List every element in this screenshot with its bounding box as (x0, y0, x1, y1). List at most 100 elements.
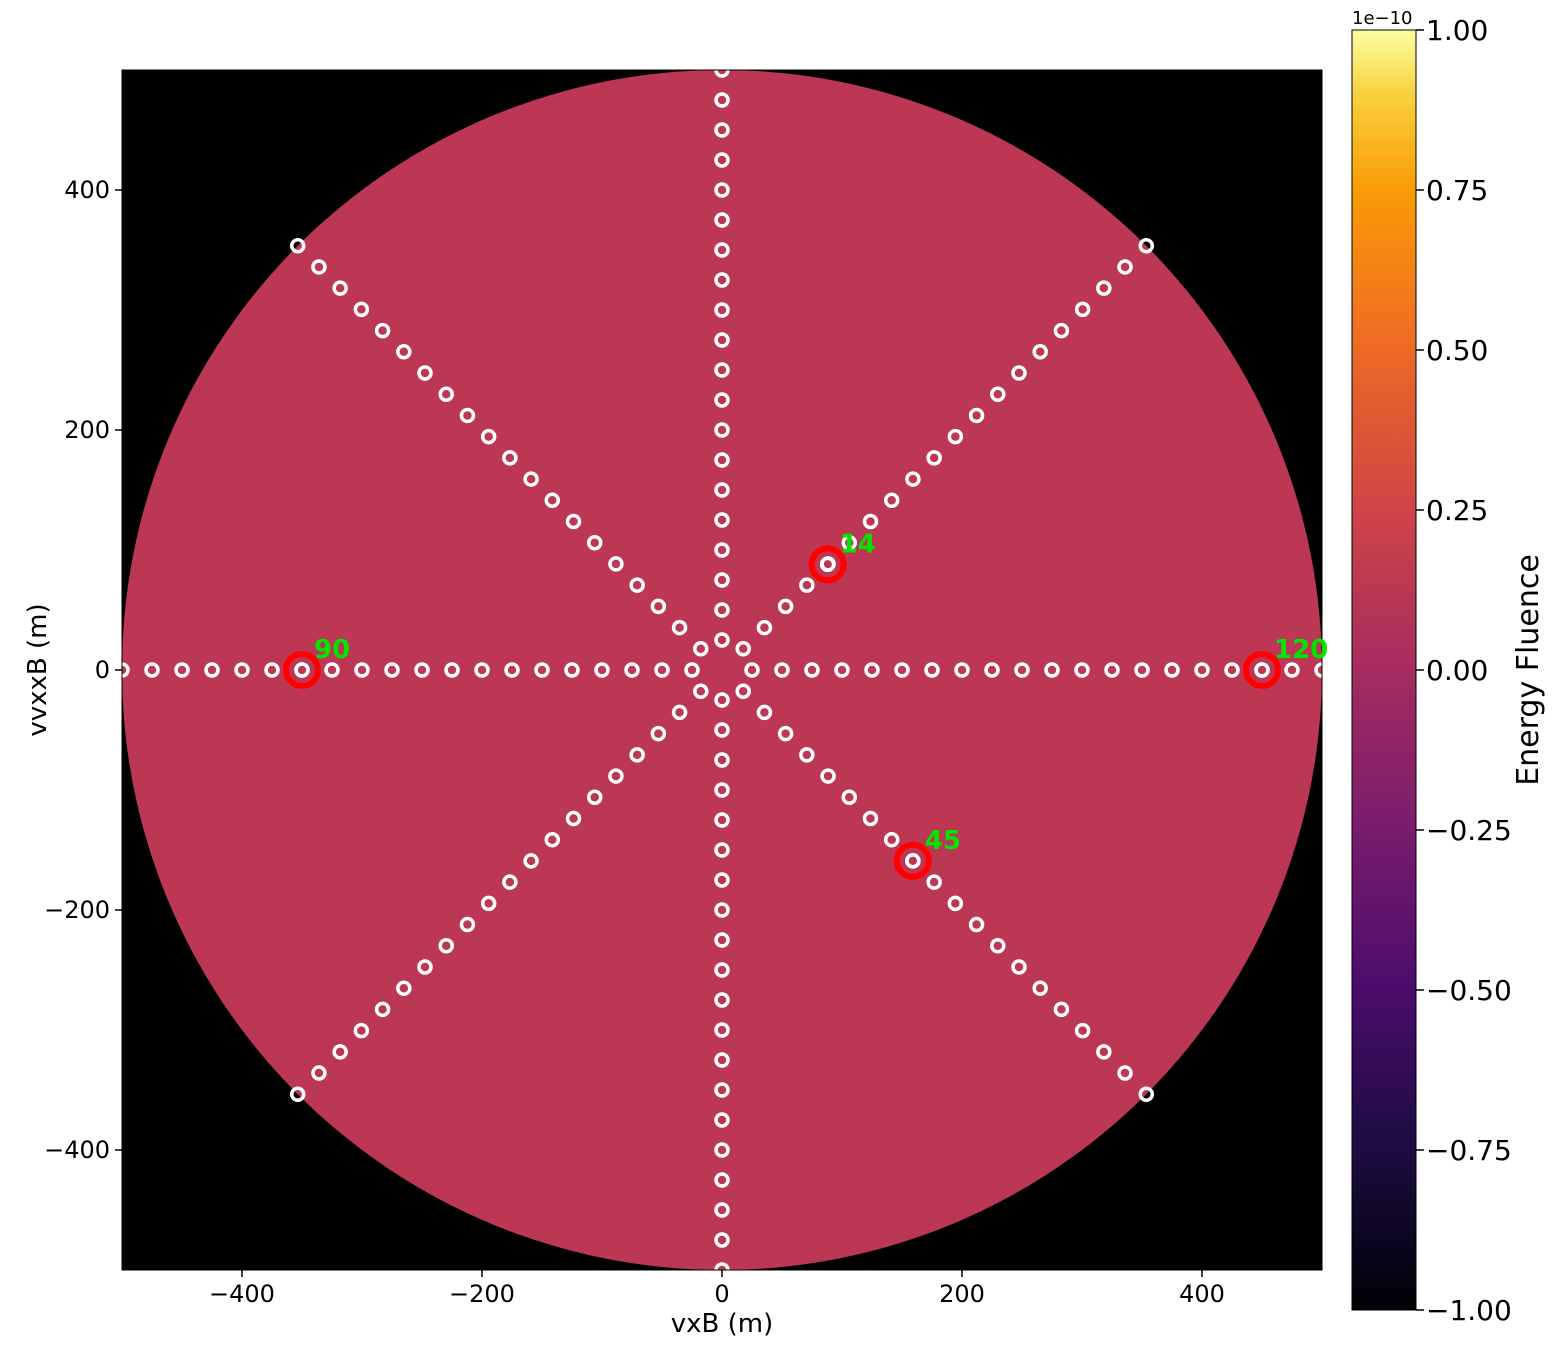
colorbar-tick-label: 0.25 (1426, 494, 1488, 527)
antenna-marker (417, 365, 433, 381)
antenna-marker (1074, 301, 1091, 318)
antenna-marker (650, 598, 667, 615)
antenna-markers (56, 70, 1322, 1270)
antenna-marker (924, 662, 940, 678)
antenna-marker (1074, 1022, 1091, 1039)
antenna-marker (714, 272, 730, 288)
antenna-marker (1032, 980, 1048, 996)
antenna-marker (714, 842, 730, 858)
colorbar-tick-label: −0.50 (1426, 974, 1512, 1007)
antenna-marker (144, 662, 160, 678)
antenna-marker (714, 1082, 730, 1098)
highlight-ring (808, 545, 847, 584)
antenna-marker (438, 938, 454, 954)
highlight-ring (283, 651, 321, 689)
plot-area (56, 70, 1322, 1270)
antenna-marker (1117, 259, 1133, 275)
antenna-marker (1014, 662, 1030, 678)
antenna-marker (650, 725, 667, 742)
antenna-marker (926, 874, 942, 890)
antenna-marker (714, 1052, 730, 1068)
antenna-marker (311, 1065, 327, 1081)
antenna-marker (841, 534, 858, 551)
antenna-marker (56, 664, 68, 676)
antenna-marker (624, 662, 640, 678)
antenna-marker (926, 450, 942, 466)
y-tick-label: 0 (95, 656, 110, 684)
antenna-marker (1254, 662, 1270, 678)
antenna-marker (714, 332, 730, 348)
antenna-marker (438, 386, 454, 402)
antenna-marker (804, 662, 820, 678)
antenna-marker (714, 1172, 730, 1188)
highlighted-antennas (283, 545, 1281, 880)
antenna-marker (968, 916, 985, 933)
y-tick-label: 400 (64, 176, 110, 204)
antenna-marker (954, 662, 970, 678)
colorbar-tick-label: 0.75 (1426, 174, 1488, 207)
antenna-marker (586, 789, 603, 806)
antenna-marker (714, 482, 730, 498)
antenna-marker (1096, 1044, 1112, 1060)
antenna-marker (714, 602, 730, 618)
antenna-marker (608, 768, 624, 784)
colorbar-tick-label: −1.00 (1426, 1294, 1512, 1327)
colorbar-gradient (1351, 29, 1417, 1311)
antenna-marker (671, 704, 688, 721)
antenna-marker (544, 492, 561, 509)
antenna-marker (714, 70, 730, 78)
x-tick-label: 200 (939, 1280, 985, 1308)
antenna-marker (714, 362, 730, 378)
antenna-marker (714, 122, 730, 138)
colorbar-ticks: −1.00 −0.75 −0.50 −0.25 0.00 0.25 0.50 0.75 1.00 (1416, 14, 1512, 1327)
antenna-marker (374, 322, 391, 339)
antenna-marker (990, 386, 1006, 402)
y-axis: −400 −200 0 200 400 (44, 176, 122, 1164)
antenna-marker (1284, 662, 1300, 678)
antenna-marker (756, 619, 773, 636)
antenna-marker (502, 874, 518, 890)
antenna-marker (947, 428, 964, 445)
antenna-marker (799, 747, 815, 763)
antenna-marker (565, 513, 582, 530)
x-axis: −400 −200 0 200 400 (209, 1270, 1225, 1308)
antenna-marker (417, 959, 433, 975)
antenna-marker (714, 1112, 730, 1128)
antenna-marker (894, 662, 910, 678)
antenna-marker (735, 683, 751, 699)
antenna-marker (819, 556, 836, 573)
antenna-marker (565, 810, 582, 827)
antenna-marker (294, 662, 310, 678)
antenna-marker (984, 662, 1000, 678)
antenna-marker (594, 662, 610, 678)
antenna-marker (122, 662, 130, 678)
antenna-marker (332, 1044, 348, 1060)
antenna-marker (714, 242, 730, 258)
antenna-marker (968, 407, 985, 424)
antenna-marker (629, 747, 645, 763)
antenna-marker (289, 1086, 306, 1103)
y-tick-label: 200 (64, 416, 110, 444)
antenna-marker (799, 577, 815, 593)
antenna-marker (834, 662, 850, 678)
antenna-marker (714, 872, 730, 888)
antenna-marker (714, 902, 730, 918)
y-tick-label: −400 (44, 1136, 110, 1164)
x-tick-label: 0 (714, 1280, 729, 1308)
antenna-marker (534, 662, 550, 678)
antenna-annotation-label: 90 (314, 635, 350, 665)
antenna-marker (684, 662, 700, 678)
antenna-marker (947, 895, 964, 912)
antenna-marker (714, 1202, 730, 1218)
antenna-marker (756, 704, 773, 721)
antenna-marker (883, 492, 900, 509)
antenna-marker (1032, 344, 1048, 360)
antenna-marker (820, 768, 836, 784)
antenna-marker (905, 471, 921, 487)
antenna-marker (1194, 662, 1210, 678)
antenna-marker (1053, 1001, 1070, 1018)
antenna-marker (564, 662, 580, 678)
antenna-marker (1224, 662, 1240, 678)
antenna-marker (714, 182, 730, 198)
